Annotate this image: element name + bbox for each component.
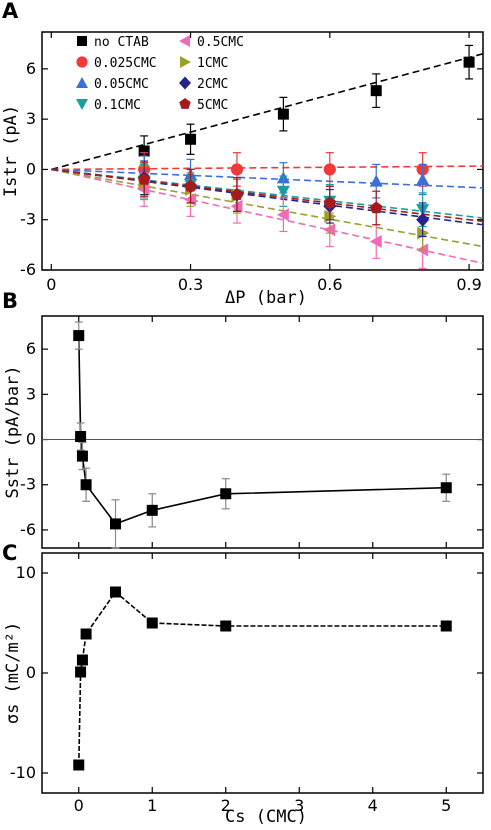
panel-a-point — [185, 133, 197, 145]
panel-b-frame — [41, 315, 484, 549]
legend-label: 0.1CMC — [94, 98, 141, 113]
legend-label: 0.05CMC — [94, 77, 149, 92]
legend-label: 1CMC — [197, 56, 228, 71]
panel-a-point — [416, 172, 430, 185]
panel-b-ylabel: Sstr (pA/bar) — [3, 365, 23, 498]
panel-c-point — [76, 654, 88, 666]
panel-a-fit-line — [51, 168, 484, 223]
legend-marker — [180, 56, 191, 68]
panel-a-ytick-label: 3 — [26, 109, 36, 128]
panel-c-point — [440, 620, 452, 632]
panel-a-legend: no CTAB 0.025CMC 0.05CMC 0.1CMC 0.5CMC 1CMC 2C… — [76, 35, 244, 113]
panel-a-xtick-label: 0 — [46, 275, 56, 294]
panel-c: 10 0 -10 0 1 2 3 4 5 Cs (CMC) σs (mC/m²) — [3, 552, 484, 827]
panel-c-ytick-label: 10 — [16, 563, 36, 582]
panel-a-point — [463, 56, 475, 68]
panel-c-xtick-label: 3 — [294, 796, 304, 815]
panel-b-point — [440, 482, 452, 494]
legend-marker — [179, 76, 191, 90]
panel-a-frame — [41, 31, 484, 271]
panel-a-point — [370, 85, 382, 97]
panel-a-point — [323, 196, 336, 209]
panel-c-point — [73, 759, 85, 771]
panel-c-point — [80, 628, 92, 640]
panel-b-ytick-label: 6 — [26, 339, 36, 358]
panel-a-xlabel: ΔP (bar) — [225, 288, 307, 308]
panel-a-fit-line — [51, 53, 484, 171]
panel-c-xtick-label: 1 — [147, 796, 157, 815]
legend-label: 0.025CMC — [94, 56, 157, 71]
panel-a-fit-line — [51, 168, 484, 248]
panel-a-ytick-label: -3 — [20, 210, 36, 229]
panel-b-point — [110, 518, 121, 530]
panel-a-fit-line — [51, 168, 484, 189]
panel-a-point — [323, 163, 336, 176]
panel-c-point — [146, 617, 158, 629]
panel-c-ytick-label: -10 — [10, 763, 36, 782]
panel-a-xtick-label: 0.6 — [317, 275, 342, 294]
panel-a-ylabel: Istr (pA) — [1, 105, 21, 197]
panel-b-point — [73, 330, 85, 342]
panel-a-point — [276, 208, 289, 222]
panel-c-xtick-label: 4 — [368, 796, 378, 815]
panel-a-ytick-label: 0 — [26, 159, 36, 178]
panel-c-xtick-label: 0 — [74, 796, 84, 815]
legend-label: 2CMC — [197, 77, 228, 92]
panel-b-ytick-label: 0 — [26, 430, 36, 449]
panel-a-point — [230, 188, 244, 200]
panel-b-point — [76, 450, 88, 462]
panel-c-point — [110, 586, 121, 598]
panel-a-point — [137, 172, 151, 185]
panel-b-series-line — [78, 335, 447, 525]
legend-label: 5CMC — [197, 98, 228, 113]
panel-a-letter: A — [2, 0, 19, 23]
panel-a-point — [277, 108, 289, 120]
panel-c-ylabel: σs (mC/m²) — [3, 622, 23, 724]
panel-c-xlabel: Cs (CMC) — [225, 807, 307, 827]
panel-a-point — [416, 212, 430, 227]
panel-b-point — [146, 504, 158, 516]
panel-b-ytick-label: -6 — [20, 520, 36, 539]
panel-c-xtick-label: 5 — [441, 796, 451, 815]
panel-a-point — [230, 163, 244, 176]
panel-b-ytick-label: -3 — [20, 475, 36, 494]
panel-a-point — [184, 179, 197, 192]
panel-c-point — [75, 666, 87, 678]
panel-c-frame — [41, 552, 484, 794]
panel-a: 0 0.3 0.6 0.9 6 3 0 -3 -6 no CTAB 0.025CMC 0.05CMC… — [1, 31, 484, 308]
legend-marker — [76, 77, 88, 88]
panel-b-letter: B — [2, 289, 18, 313]
panel-b-point — [75, 431, 87, 443]
panel-c-xtick-label: 2 — [221, 796, 231, 815]
panel-a-xtick-label: 0.3 — [178, 275, 203, 294]
panel-b-point — [80, 479, 92, 491]
panel-b: 6 3 0 -3 -6 Sstr (pA/bar) — [3, 315, 484, 549]
panel-c-letter: C — [2, 541, 17, 565]
legend-marker — [76, 99, 88, 110]
legend-marker — [179, 35, 190, 47]
panel-a-point — [276, 185, 290, 198]
panel-a-fit-line — [51, 168, 484, 219]
legend-marker — [76, 56, 88, 68]
panel-a-point — [369, 174, 383, 187]
panel-c-ytick-label: 0 — [26, 663, 36, 682]
legend-label: 0.5CMC — [197, 35, 244, 50]
panel-a-point — [369, 235, 382, 249]
legend-label: no CTAB — [94, 35, 149, 50]
panel-c-point — [220, 620, 232, 632]
panel-c-series-line — [78, 590, 447, 766]
panel-b-point — [220, 488, 232, 500]
panel-a-fit-line — [51, 165, 484, 171]
legend-marker — [179, 98, 191, 109]
legend-marker — [77, 36, 87, 46]
panel-a-point — [370, 201, 383, 214]
panel-a-ytick-label: 6 — [26, 59, 36, 78]
panel-a-xtick-label: 0.9 — [456, 275, 481, 294]
panel-a-point — [138, 145, 150, 157]
panel-b-ytick-label: 3 — [26, 384, 36, 403]
panel-a-fit-line — [51, 168, 484, 265]
panel-a-ytick-label: -6 — [20, 260, 36, 279]
